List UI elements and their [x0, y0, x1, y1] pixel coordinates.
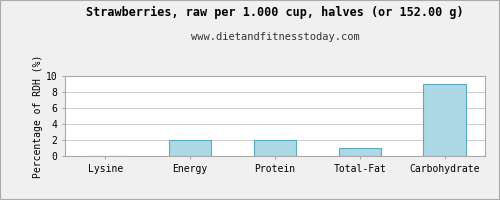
Text: Strawberries, raw per 1.000 cup, halves (or 152.00 g): Strawberries, raw per 1.000 cup, halves …	[86, 6, 464, 19]
Y-axis label: Percentage of RDH (%): Percentage of RDH (%)	[33, 54, 43, 178]
Bar	[424, 84, 466, 156]
Text: www.dietandfitnesstoday.com: www.dietandfitnesstoday.com	[190, 32, 360, 42]
Bar	[338, 148, 381, 156]
Bar	[254, 140, 296, 156]
Bar	[169, 140, 212, 156]
